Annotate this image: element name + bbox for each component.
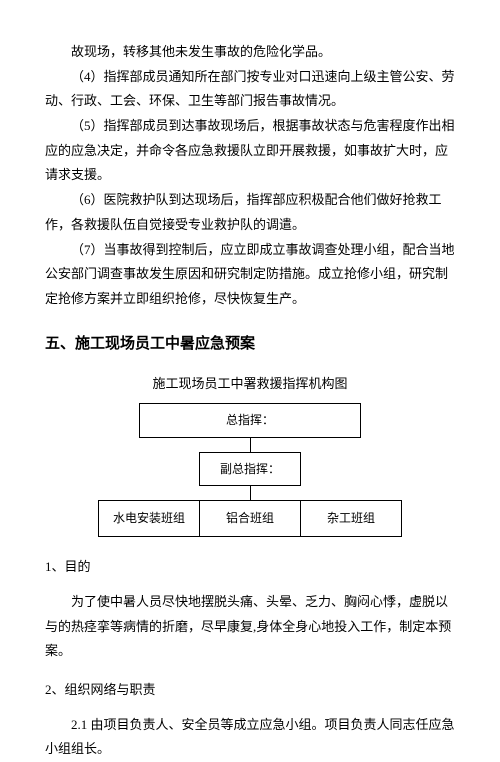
diagram-cell-1: 水电安装班组 — [99, 501, 200, 536]
intro-line: 故现场，转移其他未发生事故的危险化学品。 — [45, 40, 455, 65]
org-text: 2.1 由项目负责人、安全员等成立应急小组。项目负责人同志任应急小组组长。 — [45, 713, 455, 762]
diagram-row: 水电安装班组 铝合班组 杂工班组 — [98, 500, 402, 537]
section-5-title: 五、施工现场员工中暑应急预案 — [45, 330, 455, 359]
item-4: （4）指挥部成员通知所在部门按专业对口迅速向上级主管公安、劳动、行政、工会、环保… — [45, 65, 455, 114]
org-diagram: 总指挥： 副总指挥： 水电安装班组 铝合班组 杂工班组 — [45, 403, 455, 537]
item-6: （6）医院救护队到达现场后，指挥部应积极配合他们做好抢救工作，各救援队伍自觉接受… — [45, 188, 455, 237]
diagram-cell-2: 铝合班组 — [200, 501, 301, 536]
diagram-connector — [250, 486, 251, 500]
purpose-text: 为了使中暑人员尽快地摆脱头痛、头晕、乏力、胸闷心悸，虚脱以与的热痉挛等病情的折磨… — [45, 590, 455, 664]
diagram-box-top: 总指挥： — [139, 403, 361, 438]
diagram-title: 施工现场员工中署救援指挥机构图 — [45, 372, 455, 397]
item-5: （5）指挥部成员到达事故现场后，根据事故状态与危害程度作出相应的应急决定，并命令… — [45, 114, 455, 188]
diagram-box-mid: 副总指挥： — [199, 452, 301, 487]
org-heading: 2、组织网络与职责 — [45, 678, 455, 703]
item-7: （7）当事故得到控制后，应立即成立事故调查处理小组，配合当地公安部门调查事故发生… — [45, 238, 455, 312]
diagram-connector — [250, 438, 251, 452]
purpose-heading: 1、目的 — [45, 555, 455, 580]
diagram-cell-3: 杂工班组 — [301, 501, 401, 536]
